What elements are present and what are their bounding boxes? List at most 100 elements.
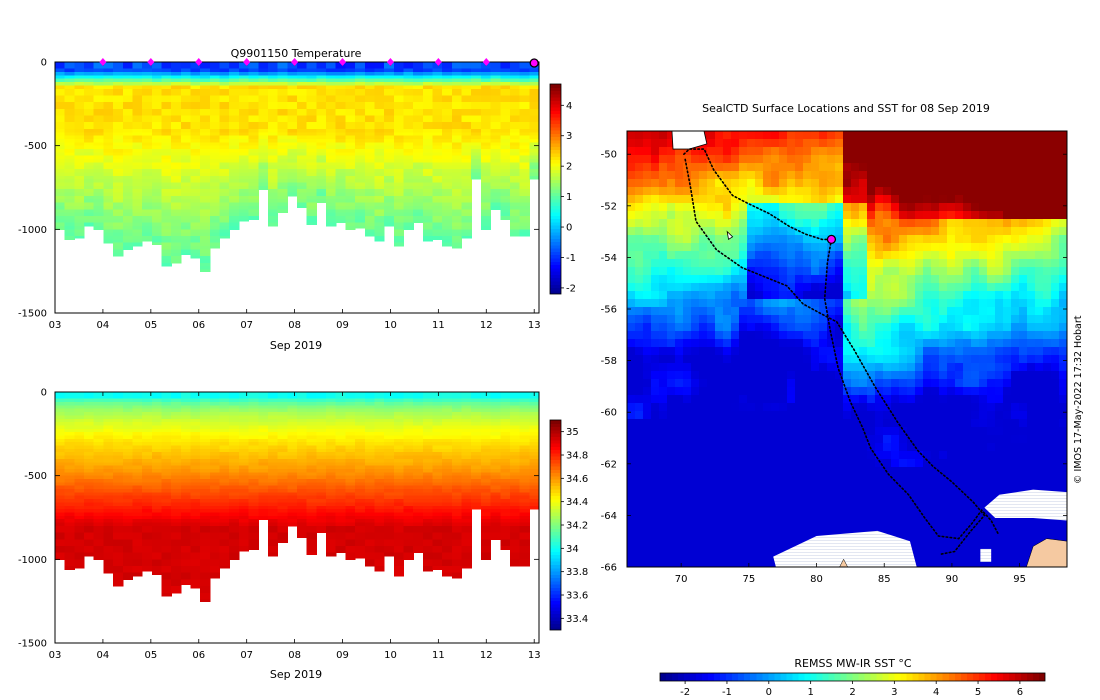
section-cell xyxy=(364,515,376,520)
section-cell xyxy=(161,398,172,403)
section-cell xyxy=(113,149,124,153)
section-cell xyxy=(74,505,85,510)
section-cell xyxy=(55,438,66,443)
section-cell xyxy=(55,222,66,227)
section-cell xyxy=(335,108,346,113)
section-cell xyxy=(422,135,434,140)
section-cell xyxy=(238,128,250,133)
section-cell xyxy=(422,138,434,143)
section-cell xyxy=(374,442,385,447)
section-cell xyxy=(84,492,95,497)
section-cell xyxy=(248,415,259,420)
section-cell xyxy=(151,236,163,240)
section-cell xyxy=(64,172,75,177)
section-cell xyxy=(451,545,463,550)
section-cell xyxy=(461,145,472,150)
section-cell xyxy=(161,175,172,180)
section-cell xyxy=(422,92,434,97)
section-cell xyxy=(461,515,472,520)
section-cell xyxy=(403,82,414,87)
section-cell xyxy=(238,195,250,200)
section-cell xyxy=(509,172,521,177)
section-cell xyxy=(229,452,240,457)
section-cell xyxy=(326,192,337,197)
section-cell xyxy=(403,532,414,537)
section-cell xyxy=(509,192,521,197)
section-cell xyxy=(103,549,114,554)
section-cell xyxy=(442,152,453,157)
section-cell xyxy=(355,515,366,520)
section-cell xyxy=(55,152,66,157)
section-cell xyxy=(142,108,153,113)
section-cell xyxy=(142,445,153,450)
section-cell xyxy=(113,566,124,570)
section-cell xyxy=(461,418,472,423)
section-cell xyxy=(132,395,143,400)
section-cell xyxy=(393,448,405,453)
section-cell xyxy=(345,418,356,423)
section-cell xyxy=(93,479,104,483)
section-cell xyxy=(132,545,143,550)
section-cell xyxy=(480,165,492,170)
section-cell xyxy=(74,499,85,504)
section-cell xyxy=(345,479,356,483)
profile-column xyxy=(64,392,75,570)
section-cell xyxy=(403,209,414,214)
section-cell xyxy=(500,105,511,110)
section-cell xyxy=(326,172,337,177)
section-cell xyxy=(384,179,395,184)
section-cell xyxy=(84,432,95,437)
section-cell xyxy=(277,102,288,107)
section-cell xyxy=(258,408,269,413)
section-cell xyxy=(161,589,172,594)
section-cell xyxy=(422,479,434,483)
section-cell xyxy=(277,472,288,477)
section-cell xyxy=(74,185,85,190)
section-cell xyxy=(200,462,211,467)
section-cell xyxy=(451,452,463,457)
section-cell xyxy=(529,98,539,103)
section-cell xyxy=(229,85,240,90)
section-cell xyxy=(316,118,327,123)
section-cell xyxy=(509,229,521,234)
section-cell xyxy=(122,479,134,483)
section-cell xyxy=(161,75,172,80)
section-cell xyxy=(122,209,134,214)
section-cell xyxy=(403,125,414,130)
section-cell xyxy=(326,405,337,410)
section-cell xyxy=(374,545,385,550)
section-cell xyxy=(509,65,521,70)
section-cell xyxy=(161,555,172,560)
section-cell xyxy=(432,68,443,73)
section-cell xyxy=(113,458,124,463)
section-cell xyxy=(200,435,211,440)
section-cell xyxy=(267,452,279,457)
section-cell xyxy=(364,125,376,130)
section-cell xyxy=(161,462,172,467)
section-cell xyxy=(190,195,201,200)
section-cell xyxy=(142,225,153,230)
section-cell xyxy=(161,495,172,500)
section-cell xyxy=(277,92,288,97)
section-cell xyxy=(355,222,366,227)
section-cell xyxy=(64,458,75,463)
section-cell xyxy=(287,479,298,483)
section-cell xyxy=(422,522,434,527)
section-cell xyxy=(442,465,453,470)
section-cell xyxy=(490,145,501,150)
section-cell xyxy=(161,68,172,73)
section-cell xyxy=(238,392,250,396)
section-cell xyxy=(84,138,95,143)
section-cell xyxy=(490,189,501,194)
section-cell xyxy=(200,205,211,210)
section-cell xyxy=(267,525,279,530)
section-cell xyxy=(64,219,75,224)
section-cell xyxy=(432,155,443,160)
section-cell xyxy=(229,149,240,153)
temperature-y-axis: 0-500-1000-1500 xyxy=(18,58,539,320)
section-cell xyxy=(238,169,250,174)
section-cell xyxy=(74,128,85,133)
section-cell xyxy=(209,485,221,490)
section-cell xyxy=(171,468,182,473)
y-tick-label: -1500 xyxy=(18,309,47,320)
